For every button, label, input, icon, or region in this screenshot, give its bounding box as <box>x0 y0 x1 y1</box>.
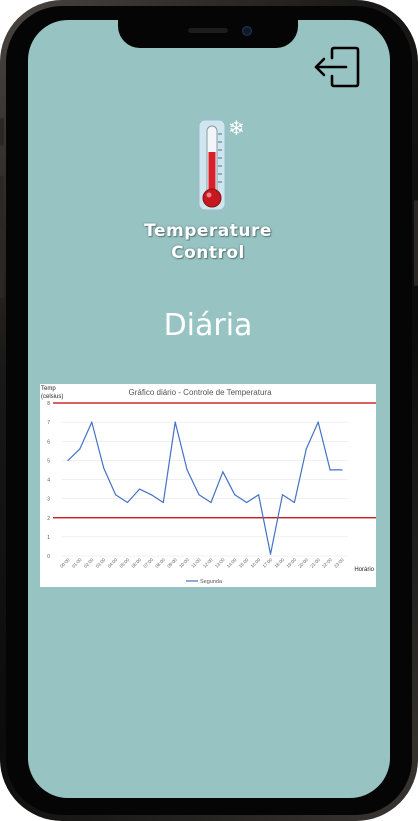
x-tick-label: 10:00 <box>178 557 190 569</box>
legend-label: Segunda <box>200 579 223 585</box>
snowflake-icon: ❄ <box>228 116 245 140</box>
x-tick-label: 14:00 <box>226 557 238 569</box>
data-point <box>341 469 343 471</box>
logout-button[interactable] <box>312 44 362 90</box>
x-tick-label: 19:00 <box>285 557 297 569</box>
data-point <box>138 488 141 490</box>
limit-lines <box>53 402 376 519</box>
data-point <box>79 448 81 450</box>
data-point <box>258 494 260 496</box>
y-axis-label-line1: Temp <box>41 386 56 392</box>
data-point <box>210 501 212 504</box>
logout-icon <box>314 46 360 88</box>
data-point <box>186 469 188 471</box>
x-tick-label: 11:00 <box>190 557 202 569</box>
mute-switch <box>0 118 4 146</box>
data-point <box>305 448 307 450</box>
data-point <box>293 501 295 504</box>
x-tick-label: 08:00 <box>154 557 166 569</box>
x-tick-labels: 00:00 01:00 02:00 03:00 04:00 05:00 06:00 07:00… <box>59 557 345 569</box>
chart-title: Gráfico diário - Controle de Temperatura <box>128 388 272 397</box>
data-point <box>115 494 117 496</box>
app-title-line1: Temperature <box>144 221 272 241</box>
section-title: Diária <box>163 308 253 343</box>
data-point <box>198 494 200 496</box>
x-tick-label: 23:00 <box>333 557 345 569</box>
x-tick-label: 01:00 <box>71 557 83 569</box>
x-tick-label: 03:00 <box>95 557 107 569</box>
y-tick-label: 8 <box>47 401 50 407</box>
data-point <box>234 494 236 496</box>
front-camera <box>242 26 252 36</box>
daily-temperature-chart: Gráfico diário - Controle de Temperatura… <box>40 384 376 587</box>
data-point <box>329 469 331 471</box>
y-tick-label: 4 <box>47 478 50 484</box>
series-line <box>67 421 342 555</box>
x-tick-label: 22:00 <box>321 557 333 569</box>
y-tick-label: 3 <box>47 497 50 503</box>
speaker-grille <box>188 28 228 33</box>
x-tick-label: 15:00 <box>238 557 250 569</box>
data-point <box>91 421 93 423</box>
x-axis-label: Horário <box>354 567 374 573</box>
data-point <box>162 501 164 504</box>
data-point <box>222 471 224 473</box>
app-logo: ❄ <box>190 118 250 218</box>
y-tick-label: 7 <box>47 420 50 426</box>
x-tick-label: 16:00 <box>250 557 262 569</box>
data-point <box>126 501 129 504</box>
x-tick-label: 18:00 <box>273 557 285 569</box>
y-tick-label: 2 <box>47 516 50 522</box>
app-title: Temperature Control <box>120 220 296 264</box>
thermometer-icon <box>198 119 226 211</box>
volume-up-button <box>0 176 4 230</box>
x-tick-label: 21:00 <box>309 557 321 569</box>
volume-down-button <box>0 244 4 298</box>
x-tick-label: 05:00 <box>119 557 131 569</box>
chart-series <box>67 421 343 555</box>
power-button <box>414 200 418 286</box>
y-tick-label: 6 <box>47 439 50 445</box>
data-point <box>269 553 272 555</box>
x-tick-label: 06:00 <box>130 557 142 569</box>
chart-svg: Gráfico diário - Controle de Temperatura… <box>41 386 376 585</box>
data-point <box>174 421 176 423</box>
data-point <box>103 467 105 469</box>
y-tick-label: 0 <box>47 554 50 560</box>
x-tick-label: 02:00 <box>83 557 95 569</box>
data-point <box>281 494 284 496</box>
x-tick-label: 13:00 <box>214 557 226 569</box>
data-point <box>246 501 248 504</box>
app-title-line2: Control <box>171 243 245 263</box>
x-tick-label: 07:00 <box>142 557 154 569</box>
x-tick-label: 09:00 <box>166 557 178 569</box>
x-tick-label: 20:00 <box>297 557 309 569</box>
chart-legend: Segunda <box>186 579 223 585</box>
y-tick-label: 5 <box>47 458 50 464</box>
x-tick-label: 12:00 <box>202 557 214 569</box>
y-axis-label-line2: (celsius) <box>41 394 63 400</box>
data-point <box>150 494 152 496</box>
data-point <box>317 421 319 423</box>
x-tick-label: 04:00 <box>107 557 119 569</box>
notch <box>118 20 298 48</box>
x-tick-label: 00:00 <box>59 557 71 569</box>
y-tick-label: 1 <box>47 535 50 541</box>
x-tick-label: 17:00 <box>262 557 274 569</box>
data-point <box>67 459 69 461</box>
chart-grid <box>62 402 348 557</box>
y-tick-labels: 0 1 2 3 4 5 6 7 8 <box>47 401 50 560</box>
